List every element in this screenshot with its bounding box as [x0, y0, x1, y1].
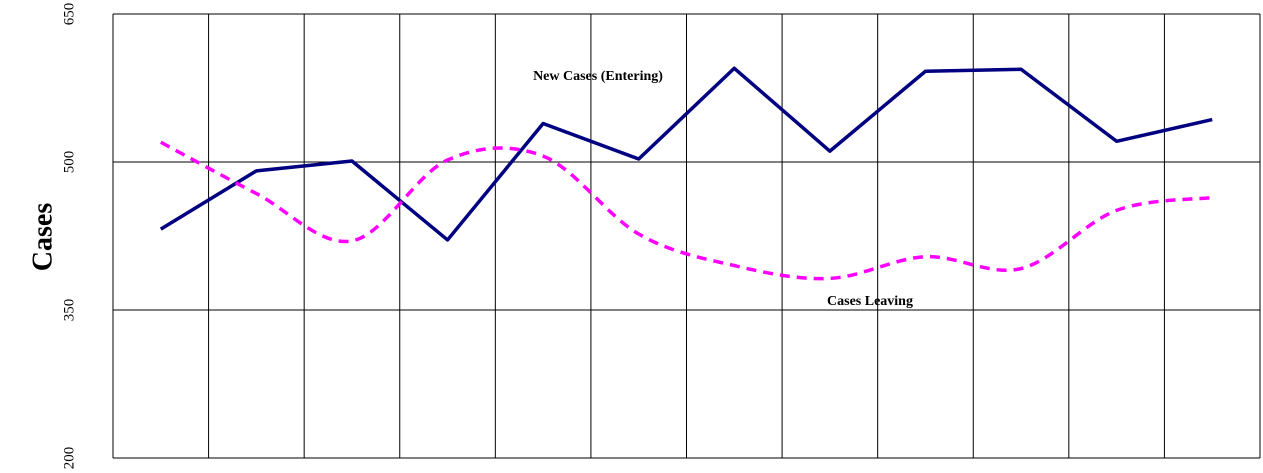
y-tick-label: 200 — [61, 447, 77, 470]
series-annotation: Cases Leaving — [827, 294, 913, 309]
y-tick-label: 350 — [61, 299, 77, 322]
series-line — [159, 140, 1213, 281]
y-axis-label: Cases — [27, 203, 58, 272]
series-line — [159, 66, 1213, 242]
series-annotation: New Cases (Entering) — [533, 69, 663, 84]
y-tick-label: 650 — [61, 3, 77, 26]
y-tick-label: 500 — [61, 151, 77, 174]
